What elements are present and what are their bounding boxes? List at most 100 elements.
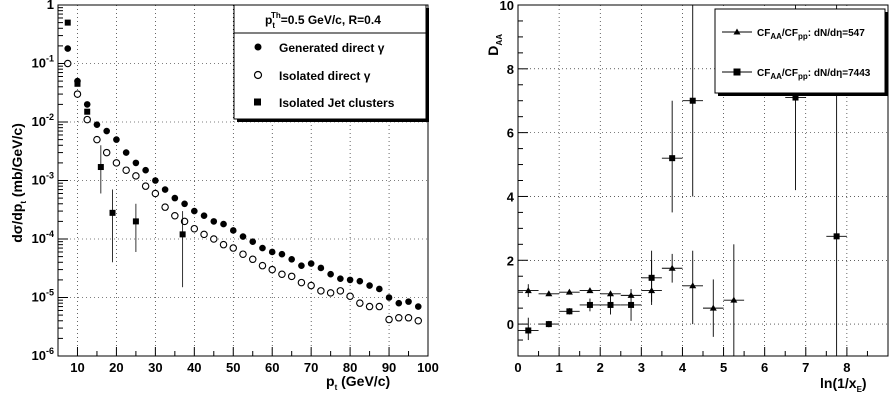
right-y-tick-label: 4 <box>507 189 515 204</box>
dndeta-547-point <box>730 296 738 303</box>
generated-gamma-point <box>83 101 91 108</box>
legend-label-547: CFAA/CFpp: dN/dη=547 <box>757 28 865 41</box>
left-y-axis-title: dσ/dpt (mb/GeV/c) <box>9 123 28 243</box>
legend-marker-7443 <box>733 68 741 76</box>
generated-gamma-point <box>161 186 169 193</box>
dndeta-7443-point <box>525 327 532 334</box>
left-y-tick-label: 10-6 <box>32 346 54 363</box>
left-x-tick-label: 100 <box>417 360 439 375</box>
generated-gamma-point <box>229 227 237 234</box>
left-x-tick-label: 90 <box>382 360 396 375</box>
generated-gamma-point <box>249 238 257 245</box>
dndeta-547-point <box>524 287 532 294</box>
isolated-gamma-point <box>317 287 325 295</box>
right-legend-box <box>714 8 886 94</box>
dndeta-547-point <box>668 264 676 271</box>
isolated-gamma-point <box>365 302 374 311</box>
isolated-gamma-point <box>268 265 276 274</box>
right-x-tick-label: 0 <box>514 360 521 375</box>
generated-gamma-point <box>239 233 247 240</box>
generated-gamma-point <box>337 275 344 282</box>
isolated-gamma-point <box>307 281 315 290</box>
dndeta-7443-point <box>669 155 676 162</box>
dndeta-7443-point <box>586 301 593 308</box>
dndeta-7443-point <box>792 94 799 101</box>
right-x-tick-label: 8 <box>843 360 850 375</box>
isolated-gamma-point <box>132 172 140 180</box>
left-data-marks <box>63 19 423 325</box>
right-y-tick-label: 0 <box>507 317 514 332</box>
generated-gamma-point <box>220 220 227 228</box>
right-x-tick-label: 4 <box>679 360 687 375</box>
generated-gamma-point <box>142 166 149 174</box>
isolated-gamma-point <box>336 287 345 295</box>
legend-marker-generated <box>254 43 262 51</box>
isolated-gamma-point <box>239 250 247 258</box>
legend-entry-547: CFAA/CFpp: dN/dη=547 <box>722 28 865 41</box>
dndeta-7443-point <box>607 301 614 308</box>
isolated-gamma-point <box>210 235 218 243</box>
isolated-gamma-point <box>385 315 393 324</box>
jet-cluster-point <box>97 164 104 171</box>
dndeta-7443-point <box>566 308 573 315</box>
legend-entry-7443: CFAA/CFpp: dN/dη=7443 <box>722 68 871 81</box>
generated-gamma-point <box>395 299 403 307</box>
left-legend-header-bg <box>233 4 427 34</box>
generated-gamma-point <box>346 276 354 284</box>
left-axis-ticks: 10 20 30 40 50 60 70 80 90 100 10-6 10-5 10-4 10-3 10-… <box>32 0 439 375</box>
isolated-gamma-point <box>248 255 257 264</box>
isolated-gamma-point <box>229 244 238 252</box>
isolated-gamma-point <box>287 272 296 281</box>
generated-gamma-point <box>191 207 198 215</box>
legend-label-generated: Generated direct γ <box>279 41 385 55</box>
left-x-tick-label: 80 <box>343 360 357 375</box>
right-x-tick-label: 6 <box>761 360 768 375</box>
isolated-gamma-point <box>112 159 121 167</box>
jet-cluster-point <box>84 108 91 115</box>
right-x-tick-label: 7 <box>802 360 809 375</box>
generated-gamma-point <box>288 255 295 263</box>
legend-label-isolated: Isolated direct γ <box>279 69 371 83</box>
right-x-tick-label: 1 <box>555 360 562 375</box>
jet-cluster-point <box>132 218 139 225</box>
isolated-gamma-point <box>395 314 403 322</box>
isolated-gamma-point <box>190 224 199 233</box>
left-x-tick-label: 40 <box>187 360 201 375</box>
dndeta-7443-point <box>628 301 635 308</box>
right-y-tick-label: 10 <box>500 0 514 13</box>
right-grid <box>517 4 888 356</box>
isolated-gamma-point <box>141 182 150 190</box>
right-chart: 0 1 2 3 4 5 6 7 8 0 2 4 6 8 10 DAA ln(1/xE) CFAA/CFpp:… <box>485 0 889 394</box>
left-x-axis-title: pt (GeV/c) <box>326 373 390 392</box>
generated-gamma-point <box>376 285 383 293</box>
left-y-tick-label: 1 <box>47 0 54 12</box>
generated-gamma-point <box>298 262 305 269</box>
isolated-gamma-point <box>122 166 130 174</box>
isolated-gamma-point <box>151 189 160 198</box>
generated-gamma-point <box>268 248 276 256</box>
right-x-axis-title: ln(1/xE) <box>820 375 867 394</box>
isolated-gamma-point <box>375 302 384 311</box>
dndeta-547-point <box>709 304 717 311</box>
isolated-gamma-point <box>258 261 267 270</box>
left-legend: ptTh=0.5 GeV/c, R=0.4 Generated direct γ… <box>233 4 429 122</box>
generated-gamma-point <box>132 159 140 167</box>
left-y-tick-label: 10-3 <box>32 171 54 188</box>
jet-cluster-point <box>74 80 81 87</box>
dndeta-7443-point <box>689 97 696 104</box>
legend-marker-jets <box>254 98 261 106</box>
right-legend: CFAA/CFpp: dN/dη=547 CFAA/CFpp: dN/dη=74… <box>714 8 888 96</box>
isolated-gamma-point <box>346 292 354 301</box>
jet-cluster-point <box>109 209 116 216</box>
isolated-gamma-point <box>63 59 72 68</box>
left-legend-header: ptTh=0.5 GeV/c, R=0.4 <box>265 11 381 30</box>
legend-label-7443: CFAA/CFpp: dN/dη=7443 <box>757 68 871 81</box>
left-x-tick-label: 70 <box>304 360 318 375</box>
generated-gamma-point <box>317 264 325 272</box>
left-chart: 10 20 30 40 50 60 70 80 90 100 10-6 10-5 10-4 10-3 10-… <box>9 0 439 392</box>
legend-label-jets: Isolated Jet clusters <box>279 96 395 110</box>
isolated-gamma-point <box>414 317 423 325</box>
dndeta-547-point <box>689 282 697 289</box>
generated-gamma-point <box>414 303 422 310</box>
generated-gamma-point <box>278 250 286 258</box>
